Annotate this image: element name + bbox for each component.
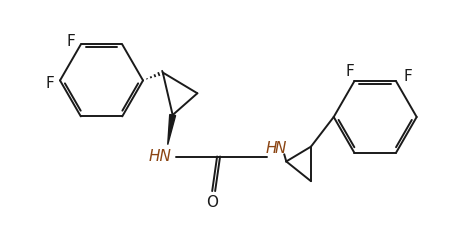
Text: O: O <box>206 195 218 210</box>
Text: N: N <box>275 141 286 156</box>
Text: F: F <box>46 76 54 91</box>
Text: F: F <box>67 34 75 49</box>
Text: F: F <box>345 64 354 79</box>
Text: H: H <box>266 141 277 156</box>
Text: F: F <box>404 69 412 84</box>
Text: HN: HN <box>148 149 171 164</box>
Polygon shape <box>168 115 176 145</box>
